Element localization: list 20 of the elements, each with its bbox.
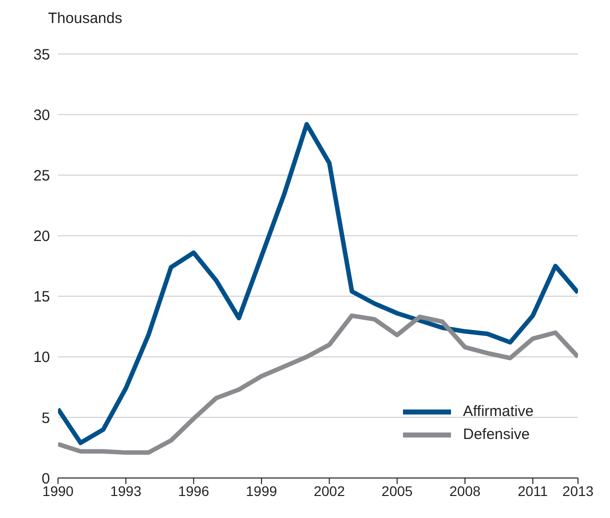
y-tick-label: 5 [42,410,50,427]
y-tick-label: 10 [33,349,50,366]
x-tick-label: 1996 [178,482,210,499]
y-tick-label: 30 [33,106,50,124]
y-tick-label: 20 [33,228,50,246]
x-tick-label: 2005 [382,482,413,499]
line-series [58,122,578,446]
y-tick-label: 35 [33,46,50,64]
x-tick-label: 2002 [314,482,346,499]
x-tick-label: 2013 [562,482,594,499]
x-tick-label: 1993 [110,482,142,499]
x-tick-label: 1999 [246,482,278,499]
x-tick-label: 2008 [449,482,481,499]
y-tick-label: 25 [33,167,50,184]
x-tick-label: 2011 [518,482,548,499]
y-axis-title: Thousands [48,10,122,27]
legend-label: Affirmative [463,403,534,420]
line-series [58,313,578,455]
legend-label: Defensive [463,426,530,443]
y-tick-label: 15 [33,288,50,306]
